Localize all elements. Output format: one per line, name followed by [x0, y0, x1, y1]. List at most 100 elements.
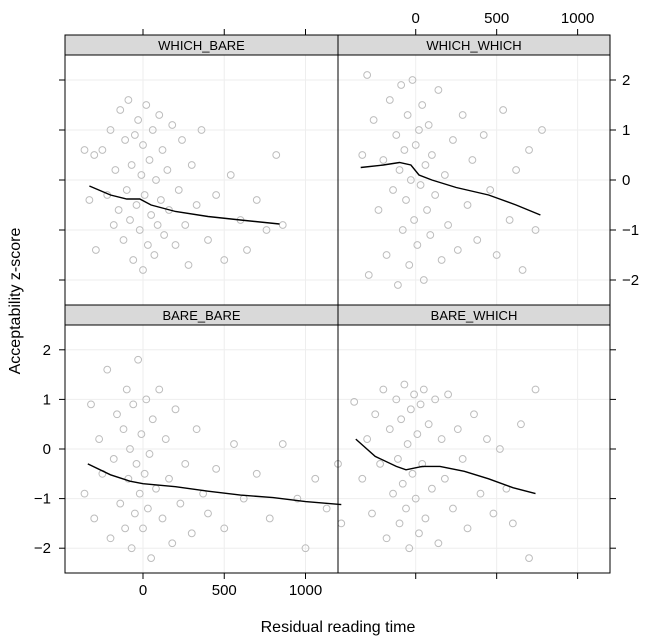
- data-point: [119, 425, 128, 434]
- data-point: [139, 524, 147, 533]
- data-point: [416, 181, 425, 189]
- data-point: [403, 111, 412, 119]
- data-point: [397, 415, 406, 424]
- y-tick-label: 2: [43, 342, 51, 359]
- data-point: [402, 196, 410, 204]
- smooth-line: [360, 161, 541, 216]
- data-point: [424, 420, 433, 429]
- data-point: [363, 435, 372, 443]
- data-point: [492, 251, 501, 259]
- data-point: [145, 450, 154, 458]
- data-point: [369, 116, 378, 124]
- data-point: [398, 479, 407, 488]
- data-point: [421, 514, 430, 523]
- data-point: [91, 246, 100, 254]
- data-point: [168, 539, 177, 548]
- x-tick-label: 500: [484, 10, 509, 27]
- data-point: [80, 489, 89, 498]
- data-point: [158, 146, 167, 154]
- data-point: [127, 544, 136, 553]
- data-point: [449, 504, 457, 513]
- data-point: [148, 415, 157, 424]
- data-point: [106, 126, 115, 134]
- data-point: [444, 390, 452, 399]
- data-point: [111, 166, 120, 174]
- axes-layer: 0 500 1000 0 500 1000 −2 −1 0 1 2 −2 −1 0 1 2: [34, 10, 639, 599]
- data-point: [431, 395, 440, 404]
- data-point: [192, 201, 201, 209]
- data-point: [405, 544, 414, 553]
- data-point: [413, 241, 422, 249]
- data-point: [410, 390, 418, 399]
- data-point: [444, 221, 452, 229]
- data-point: [411, 141, 420, 149]
- data-point: [265, 514, 274, 523]
- y-tick-label: −2: [622, 272, 639, 289]
- data-point: [395, 519, 404, 528]
- data-point: [262, 226, 271, 234]
- data-point: [419, 276, 428, 284]
- data-point: [204, 509, 212, 518]
- y-tick-label: −2: [34, 540, 51, 557]
- data-point: [126, 216, 134, 224]
- y-tick-label: 1: [622, 122, 630, 139]
- data-point: [525, 146, 533, 154]
- data-point: [124, 474, 133, 483]
- data-point: [135, 226, 144, 234]
- data-point: [158, 514, 167, 523]
- data-point: [385, 425, 394, 434]
- data-point: [418, 101, 427, 109]
- data-point: [106, 534, 115, 543]
- data-point: [137, 430, 146, 439]
- data-point: [398, 226, 407, 234]
- data-point: [424, 121, 433, 129]
- data-point: [226, 171, 235, 179]
- data-point: [525, 554, 533, 563]
- data-point: [163, 166, 172, 174]
- data-point: [358, 474, 367, 483]
- data-point: [505, 216, 514, 224]
- x-tick-label: 0: [139, 582, 147, 599]
- y-tick-label: 0: [43, 441, 51, 458]
- data-point: [489, 509, 498, 518]
- data-point: [368, 509, 376, 518]
- panel-which-bare: WHICH_BARE: [64, 34, 339, 306]
- data-point: [337, 519, 346, 528]
- data-point: [458, 455, 467, 463]
- data-point: [437, 256, 446, 264]
- panel-bare-which: BARE_WHICH: [337, 304, 611, 574]
- data-point: [400, 146, 409, 154]
- data-point: [479, 131, 488, 139]
- data-point: [512, 166, 520, 174]
- y-tick-label: 2: [622, 72, 630, 89]
- data-point: [143, 504, 152, 513]
- data-point: [145, 156, 154, 164]
- data-point: [134, 116, 143, 124]
- data-point: [153, 221, 162, 229]
- data-point: [184, 261, 193, 269]
- data-point: [95, 435, 104, 443]
- data-point: [121, 136, 130, 144]
- data-point: [113, 410, 121, 419]
- data-point: [397, 81, 406, 89]
- data-point: [121, 524, 130, 533]
- data-point: [116, 106, 125, 114]
- data-point: [293, 494, 302, 503]
- data-point: [416, 400, 425, 409]
- x-tick-label: 500: [212, 582, 237, 599]
- data-point: [538, 126, 546, 134]
- panel-bare-bare: BARE_BARE: [64, 304, 346, 574]
- data-point: [130, 131, 139, 139]
- data-point: [406, 176, 415, 184]
- data-point: [470, 410, 478, 419]
- panel-title: BARE_BARE: [162, 308, 240, 323]
- data-point: [130, 509, 139, 518]
- data-point: [116, 499, 125, 508]
- y-tick-label: 1: [43, 391, 51, 408]
- data-point: [415, 529, 423, 538]
- data-point: [155, 111, 164, 119]
- data-point: [126, 445, 134, 453]
- data-point: [87, 400, 95, 409]
- data-point: [181, 459, 190, 468]
